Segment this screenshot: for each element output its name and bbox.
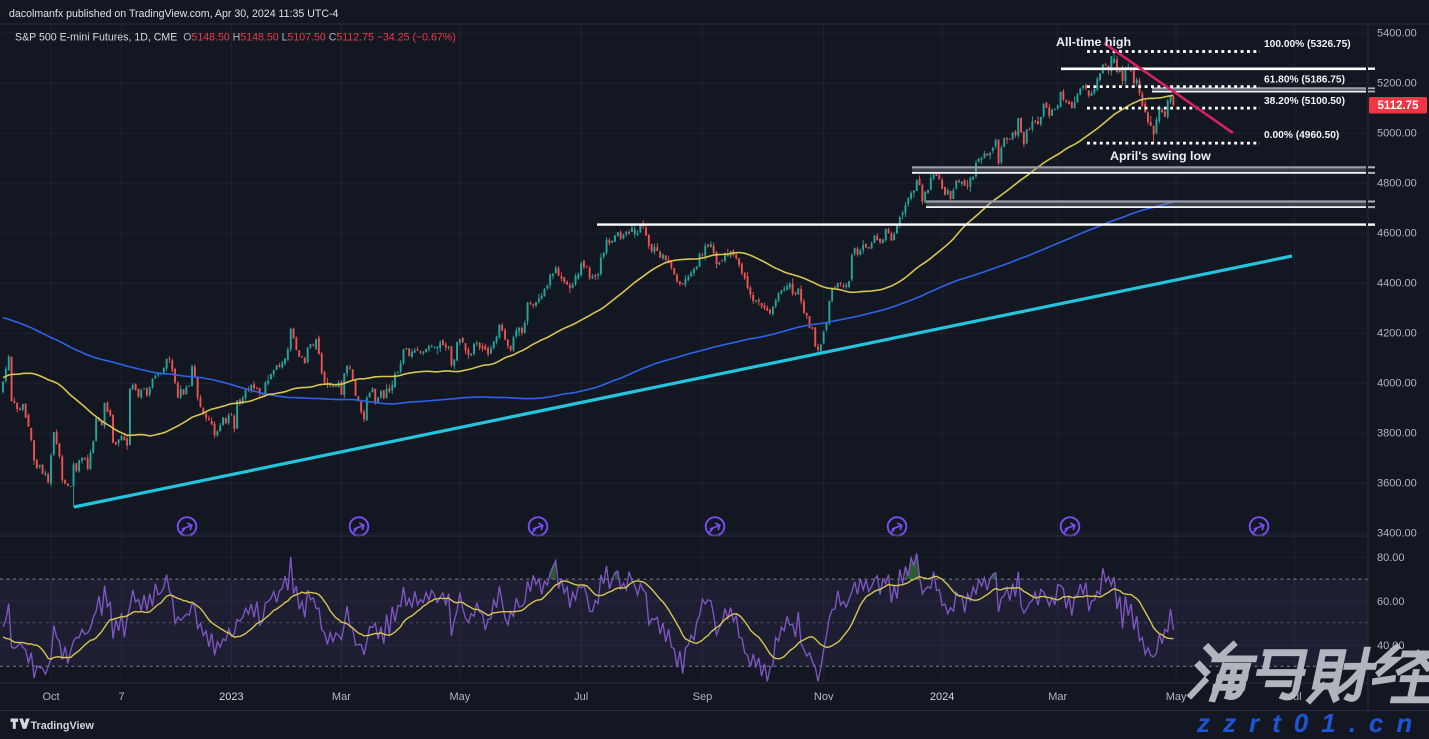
svg-text:All-time high: All-time high bbox=[1056, 35, 1131, 49]
svg-text:Mar: Mar bbox=[332, 691, 351, 703]
svg-text:60.00: 60.00 bbox=[1377, 596, 1405, 608]
svg-text:zzrt01.cn: zzrt01.cn bbox=[1196, 708, 1425, 738]
svg-text:4800.00: 4800.00 bbox=[1377, 178, 1417, 190]
svg-text:5400.00: 5400.00 bbox=[1377, 28, 1417, 40]
svg-text:Nov: Nov bbox=[814, 691, 834, 703]
svg-text:2023: 2023 bbox=[219, 691, 243, 703]
svg-text:May: May bbox=[1166, 691, 1187, 703]
svg-text:100.00% (5326.75): 100.00% (5326.75) bbox=[1264, 39, 1351, 50]
svg-text:Oct: Oct bbox=[42, 691, 59, 703]
svg-text:5200.00: 5200.00 bbox=[1377, 78, 1417, 90]
svg-text:Sep: Sep bbox=[693, 691, 713, 703]
svg-text:2024: 2024 bbox=[930, 691, 954, 703]
svg-text:3400.00: 3400.00 bbox=[1377, 528, 1417, 540]
svg-text:4400.00: 4400.00 bbox=[1377, 278, 1417, 290]
svg-text:5112.75: 5112.75 bbox=[1378, 100, 1420, 112]
svg-text:5000.00: 5000.00 bbox=[1377, 128, 1417, 140]
svg-text:Jul: Jul bbox=[574, 691, 588, 703]
svg-text:80.00: 80.00 bbox=[1377, 552, 1405, 564]
svg-text:TradingView: TradingView bbox=[31, 720, 95, 732]
svg-text:S&P 500 E-mini Futures, 1D, CM: S&P 500 E-mini Futures, 1D, CME O5148.50… bbox=[15, 32, 456, 44]
svg-text:3600.00: 3600.00 bbox=[1377, 478, 1417, 490]
svg-text:dacolmanfx published on Tradin: dacolmanfx published on TradingView.com,… bbox=[9, 8, 338, 20]
svg-text:Mar: Mar bbox=[1048, 691, 1067, 703]
svg-text:61.80% (5186.75): 61.80% (5186.75) bbox=[1264, 75, 1345, 86]
svg-text:7: 7 bbox=[118, 691, 124, 703]
svg-text:4200.00: 4200.00 bbox=[1377, 328, 1417, 340]
svg-text:3800.00: 3800.00 bbox=[1377, 428, 1417, 440]
svg-text:4000.00: 4000.00 bbox=[1377, 378, 1417, 390]
svg-text:April's swing low: April's swing low bbox=[1110, 149, 1211, 163]
svg-text:May: May bbox=[450, 691, 471, 703]
svg-text:0.00% (4960.50): 0.00% (4960.50) bbox=[1264, 130, 1339, 141]
svg-text:4600.00: 4600.00 bbox=[1377, 228, 1417, 240]
svg-text:38.20% (5100.50): 38.20% (5100.50) bbox=[1264, 96, 1345, 107]
